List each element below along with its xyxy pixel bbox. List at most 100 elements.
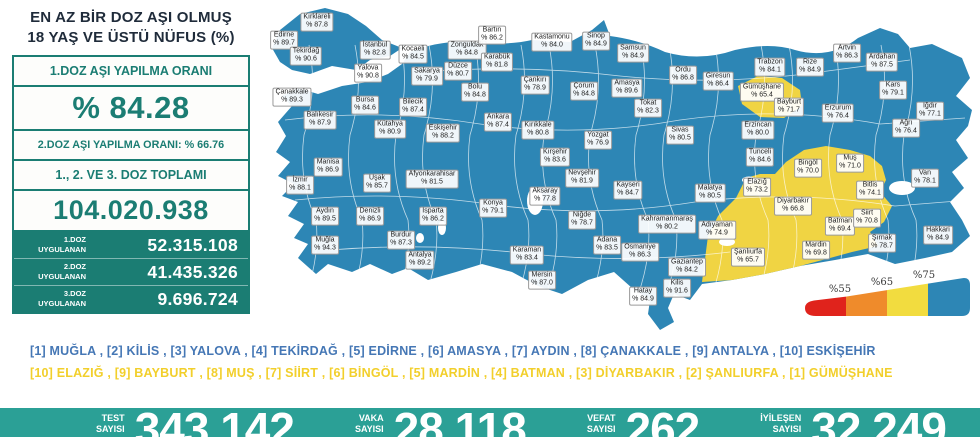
daily-stats-bar: TEST SAYISI 343.142 VAKA SAYISI 28.118 VEFAT SA… <box>0 408 980 437</box>
province-label: Gümüşhane% 65.4 <box>739 82 785 102</box>
province-rate: % 84.8 <box>456 50 478 57</box>
province-name: Sinop <box>587 32 605 40</box>
province-name: Iğdır <box>922 102 938 110</box>
province-rate: % 81.9 <box>571 178 593 185</box>
province-label: Malatya% 80.5 <box>694 183 726 203</box>
province-name: Gaziantep <box>671 258 703 266</box>
province-label: Adana% 83.5 <box>593 235 621 255</box>
province-name: Artvin <box>838 44 856 52</box>
map-legend: %55 %65 %75 <box>805 270 970 316</box>
province-name: Ardahan <box>868 53 896 61</box>
province-name: Karaman <box>512 246 542 254</box>
province-name: Kastamonu <box>534 33 570 41</box>
panel-box-stack: 1.DOZ AŞI YAPILMA ORANI % 84.28 2.DOZ AŞ… <box>12 55 250 314</box>
province-label: İstanbul% 82.8 <box>359 40 391 60</box>
province-rate: % 84.9 <box>927 235 949 242</box>
stat-value: 28.118 <box>393 408 527 437</box>
province-name: Kırklareli <box>303 13 331 21</box>
province-rate: % 77.1 <box>919 111 941 118</box>
province-rate: % 80.8 <box>527 130 549 137</box>
dose2-rate-line: 2.DOZ AŞI YAPILMA ORANI: % 66.76 <box>14 131 248 161</box>
province-label: Erzincan% 80.0 <box>741 120 775 140</box>
province-rate: % 84.5 <box>402 54 424 61</box>
province-label: Eskişehir% 88.2 <box>425 123 461 143</box>
province-label: Kırşehir% 83.6 <box>539 147 571 167</box>
legend-segment <box>805 296 846 316</box>
province-label: Zonguldak% 84.8 <box>447 40 487 60</box>
province-label: Tokat% 82.3 <box>634 98 662 118</box>
province-label: Gaziantep% 84.2 <box>668 257 706 277</box>
province-label: Uşak% 85.7 <box>363 173 391 193</box>
province-rate: % 90.6 <box>295 56 317 63</box>
province-name: Çankırı <box>523 76 547 84</box>
province-rate: % 74.9 <box>706 230 728 237</box>
province-label: Karabük% 81.8 <box>480 52 514 72</box>
province-label: Van% 78.1 <box>911 168 939 188</box>
province-label: Bursa% 84.6 <box>351 95 379 115</box>
province-rate: % 88.1 <box>289 185 311 192</box>
province-rate: % 87.0 <box>531 280 553 287</box>
province-name: Bitlis <box>862 181 878 189</box>
province-rate: % 71.0 <box>839 163 861 170</box>
province-label: Diyarbakır% 66.8 <box>774 196 812 216</box>
province-rate: % 84.9 <box>799 67 821 74</box>
turkey-map: %55 %65 %75 Kırklareli% 87.8 Edirne% 89.7… <box>270 0 980 345</box>
province-rate: % 76.9 <box>587 140 609 147</box>
province-rate: % 81.5 <box>421 179 443 186</box>
panel-title: EN AZ BİR DOZ AŞI OLMUŞ 18 YAŞ VE ÜSTÜ N… <box>12 8 250 47</box>
province-label: Çankırı% 78.9 <box>520 75 550 95</box>
province-name: Elazığ <box>747 178 767 186</box>
province-rate: % 87.5 <box>871 62 893 69</box>
province-label: İzmir% 88.1 <box>286 175 314 195</box>
dose-row-label: 1.DOZ UYGULANAN <box>38 235 86 254</box>
province-rate: % 87.9 <box>309 120 331 127</box>
total-doses-header: 1., 2. VE 3. DOZ TOPLAMI <box>14 161 248 191</box>
province-label: Antalya% 89.2 <box>405 250 435 270</box>
province-label: Çanakkale% 89.3 <box>272 87 312 107</box>
province-name: Rize <box>802 58 818 66</box>
province-rate: % 80.9 <box>379 129 401 136</box>
province-label: Kırıkkale% 80.8 <box>521 120 555 140</box>
province-name: Siirt <box>860 209 874 217</box>
province-name: Aydın <box>316 207 334 215</box>
province-label: Amasya% 89.6 <box>611 78 643 98</box>
province-label: Şanlıurfa% 65.7 <box>730 247 766 267</box>
province-rate: % 73.2 <box>746 187 768 194</box>
province-label: Kahramanmaraş% 80.2 <box>638 214 696 234</box>
province-rate: % 82.3 <box>637 108 659 115</box>
province-rate: % 70.0 <box>797 168 819 175</box>
province-label: Adıyaman% 74.9 <box>698 220 736 240</box>
province-rate: % 80.5 <box>699 193 721 200</box>
province-label: Kırklareli% 87.8 <box>300 12 334 32</box>
province-label: Nevşehir% 81.9 <box>565 168 599 188</box>
province-name: Şanlıurfa <box>733 248 763 256</box>
province-name: Antalya <box>408 251 432 259</box>
province-rate: % 86.4 <box>707 81 729 88</box>
province-label: Ordu% 86.8 <box>669 65 697 85</box>
province-rate: % 84.8 <box>573 91 595 98</box>
province-label: Balıkesir% 87.9 <box>303 110 337 130</box>
province-rate: % 80.0 <box>747 130 769 137</box>
province-rate: % 90.8 <box>357 73 379 80</box>
province-name: Kars <box>885 81 901 89</box>
stat-label: VAKA SAYISI <box>354 413 384 435</box>
province-rate: % 87.3 <box>390 240 412 247</box>
province-name: Şırnak <box>871 234 893 242</box>
province-rate: % 86.9 <box>317 167 339 174</box>
legend-segment <box>928 278 970 316</box>
province-rate: % 84.6 <box>354 105 376 112</box>
province-rate: % 84.7 <box>617 190 639 197</box>
province-label: Mardin% 69.8 <box>802 240 830 260</box>
province-label: Erzurum% 76.4 <box>821 103 855 123</box>
province-rate: % 86.3 <box>836 53 858 60</box>
province-rate: % 86.9 <box>359 216 381 223</box>
province-name: Sivas <box>671 126 689 134</box>
stat-group: İYİLEŞEN SAYISI 32.249 <box>760 408 947 437</box>
province-name: İzmir <box>292 176 308 184</box>
province-name: Bursa <box>355 96 375 104</box>
province-rate: % 69.4 <box>829 226 851 233</box>
panel-title-line2: 18 YAŞ VE ÜSTÜ NÜFUS (%) <box>27 28 235 46</box>
province-name: Bartın <box>482 26 502 34</box>
province-rate: % 91.6 <box>666 288 688 295</box>
province-name: Ordu <box>675 66 691 74</box>
